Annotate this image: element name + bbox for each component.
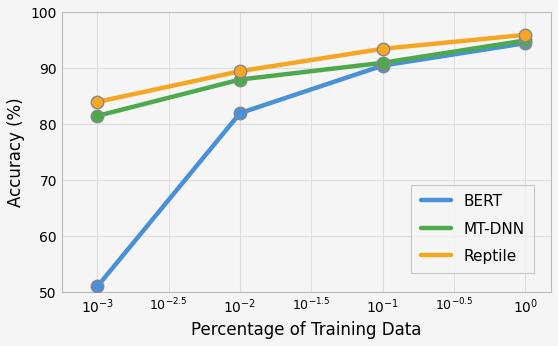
Reptile	[94, 100, 101, 104]
Reptile	[379, 47, 386, 51]
Line: MT-DNN: MT-DNN	[98, 40, 526, 116]
X-axis label: Percentage of Training Data: Percentage of Training Data	[191, 321, 422, 339]
BERT	[522, 41, 529, 45]
Legend: BERT, MT-DNN, Reptile: BERT, MT-DNN, Reptile	[411, 185, 533, 273]
Line: Reptile: Reptile	[98, 35, 526, 102]
BERT	[237, 111, 243, 115]
Reptile	[237, 69, 243, 73]
MT-DNN	[522, 38, 529, 43]
Line: BERT: BERT	[98, 43, 526, 286]
BERT	[379, 64, 386, 68]
MT-DNN	[237, 78, 243, 82]
Y-axis label: Accuracy (%): Accuracy (%)	[7, 98, 25, 207]
MT-DNN	[94, 114, 101, 118]
BERT	[94, 284, 101, 289]
Reptile	[522, 33, 529, 37]
MT-DNN	[379, 61, 386, 65]
